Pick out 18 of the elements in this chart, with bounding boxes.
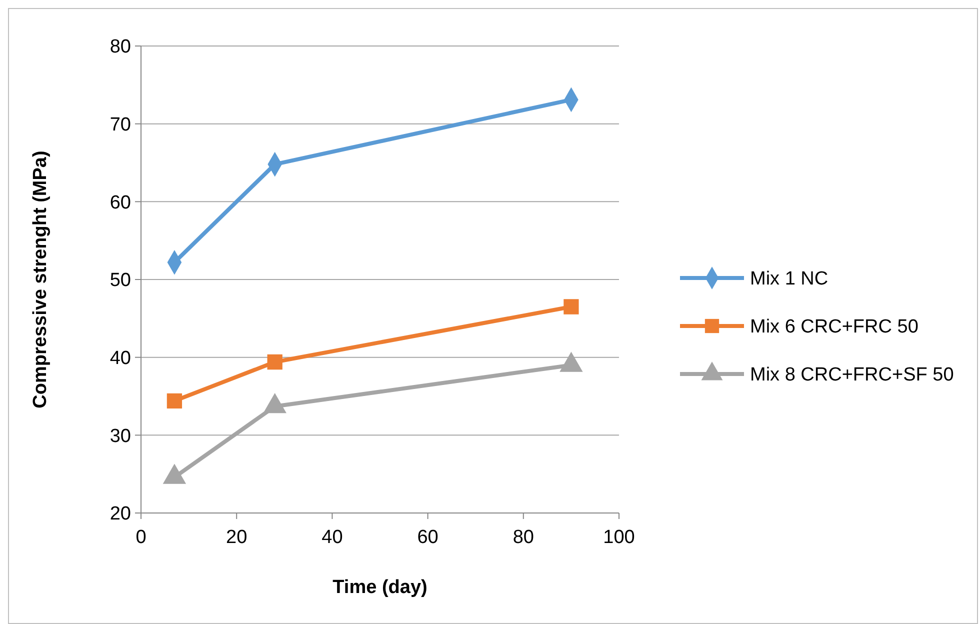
y-tick-label: 30: [110, 426, 131, 447]
legend-label: Mix 1 NC: [750, 268, 828, 290]
x-tick-label: 100: [603, 527, 635, 548]
legend-label: Mix 8 CRC+FRC+SF 50: [750, 364, 954, 386]
x-tick-label: 60: [417, 527, 438, 548]
x-tick-label: 0: [136, 527, 146, 548]
legend-label: Mix 6 CRC+FRC 50: [750, 316, 918, 338]
y-tick-label: 50: [110, 270, 131, 292]
y-tick-label: 60: [110, 192, 131, 214]
y-axis-title: Compressive strenght (MPa): [30, 150, 51, 408]
y-tick-label: 70: [110, 114, 131, 136]
x-tick-label: 40: [322, 527, 343, 548]
x-tick-label: 20: [226, 527, 248, 548]
y-tick-label: 20: [110, 504, 131, 525]
y-tick-label: 40: [110, 348, 131, 369]
x-axis-title: Time (day): [332, 577, 428, 598]
y-tick-label: 80: [110, 36, 131, 58]
x-tick-label: 80: [512, 527, 534, 548]
